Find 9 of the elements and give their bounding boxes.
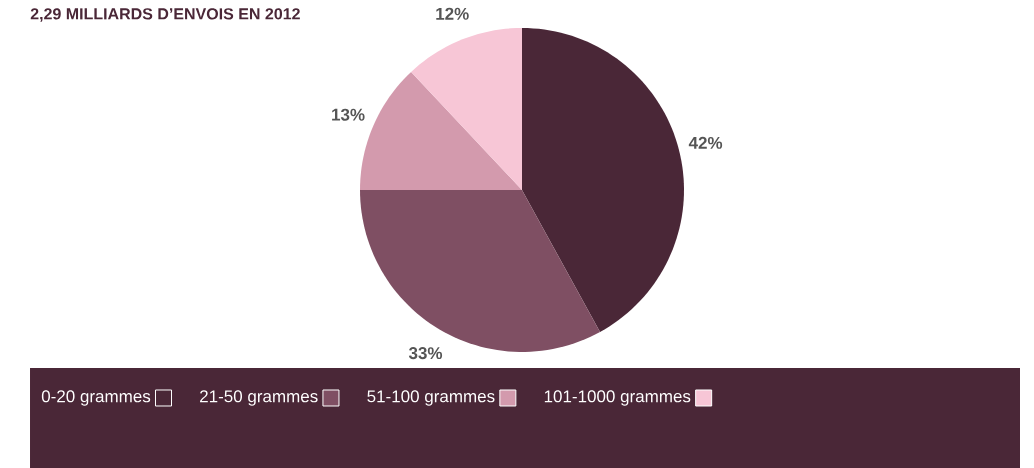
legend-label: 21-50 grammes bbox=[200, 390, 318, 406]
legend-label: 51-100 grammes bbox=[367, 390, 495, 406]
data-label: 33% bbox=[408, 347, 443, 360]
legend-label: 101-1000 grammes bbox=[544, 390, 691, 406]
data-label: 12% bbox=[436, 7, 469, 20]
data-label: 13% bbox=[332, 108, 365, 121]
legend-label: 0-20 grammes bbox=[41, 390, 151, 406]
chart-title: 2,29 MILLIARDS D’ENVOIS EN 2012 bbox=[30, 8, 300, 22]
data-label: 42% bbox=[688, 136, 723, 149]
